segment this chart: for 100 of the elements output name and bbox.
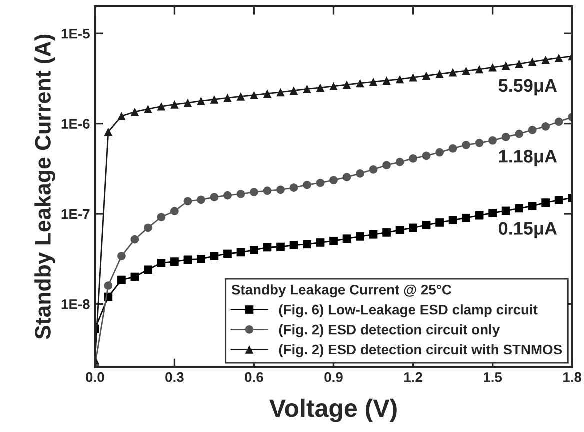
point [342,173,352,182]
point [369,166,378,174]
point [250,246,258,255]
x-tick-label: 0.6 [245,372,264,382]
y-tick-label: 1E-8 [62,300,90,310]
point [290,184,298,192]
point [130,235,140,244]
point [488,209,497,218]
point [303,180,312,190]
point [330,176,338,185]
point [488,63,497,72]
point [184,98,192,108]
annotation: 1.18μA [499,150,558,166]
point [210,96,219,104]
point [130,108,140,116]
point [157,213,166,222]
point [515,60,524,68]
point [436,218,444,227]
point [224,250,232,258]
x-tick-label: 0.3 [166,372,184,382]
point [436,70,444,78]
point [236,190,246,198]
point [475,139,484,148]
point [210,193,219,202]
point [542,198,550,207]
point [290,241,298,250]
legend-title: Standby Leakage Current @ 25°C [232,284,452,298]
point [157,102,166,111]
point [382,76,391,85]
point [303,240,312,249]
point [118,252,126,260]
point [263,90,272,98]
point [356,169,364,178]
point [144,105,152,114]
point [290,86,298,96]
point [316,84,325,92]
point [462,66,470,76]
point [130,272,140,282]
point [197,97,206,106]
x-tick-label: 1.8 [564,372,582,382]
point [224,191,232,200]
point [184,197,192,206]
point [224,94,232,102]
legend-label: (Fig. 2) ESD detection circuit with STNMOS [279,344,562,358]
point [170,207,179,216]
point [330,236,338,246]
point [263,186,272,196]
y-tick-label: 1E-5 [62,29,90,39]
point [409,73,418,82]
point [276,186,285,194]
point [263,243,272,252]
point [409,224,418,232]
point [236,92,246,101]
point [356,79,364,88]
point [502,62,510,70]
x-axis-title: Voltage (V) [270,398,397,422]
point [528,126,537,134]
point [422,72,431,80]
point [475,65,484,74]
point [210,252,219,260]
point [422,152,431,160]
point [502,133,510,142]
point [409,154,418,163]
point [382,228,391,237]
point [236,248,246,257]
point [462,214,470,222]
point [462,140,470,150]
point [554,54,564,62]
x-tick-label: 0.9 [324,372,343,382]
y-tick-label: 1E-7 [62,209,90,220]
point [118,112,126,121]
point [448,144,458,153]
point [276,242,285,252]
point [144,224,152,232]
legend-label: (Fig. 6) Low-Leakage ESD clamp circuit [279,304,538,318]
annotation: 0.15μA [499,222,558,238]
y-axis-title: Standby Leakage Current (A) [34,34,56,340]
point [502,206,510,216]
point [316,178,325,188]
point [104,128,113,136]
point [369,230,378,239]
point [184,256,192,264]
point [197,255,206,264]
point [157,258,166,268]
point [342,234,352,244]
x-tick-label: 0.0 [86,372,104,382]
point [542,56,550,64]
point [382,161,391,170]
point [303,85,312,94]
point [276,88,285,97]
point [396,158,404,166]
point [316,238,325,247]
point [170,100,179,109]
point [342,80,352,90]
point [554,196,564,204]
point [356,232,364,241]
point [542,122,550,131]
point [250,188,258,196]
point [448,68,458,77]
point [528,58,537,66]
